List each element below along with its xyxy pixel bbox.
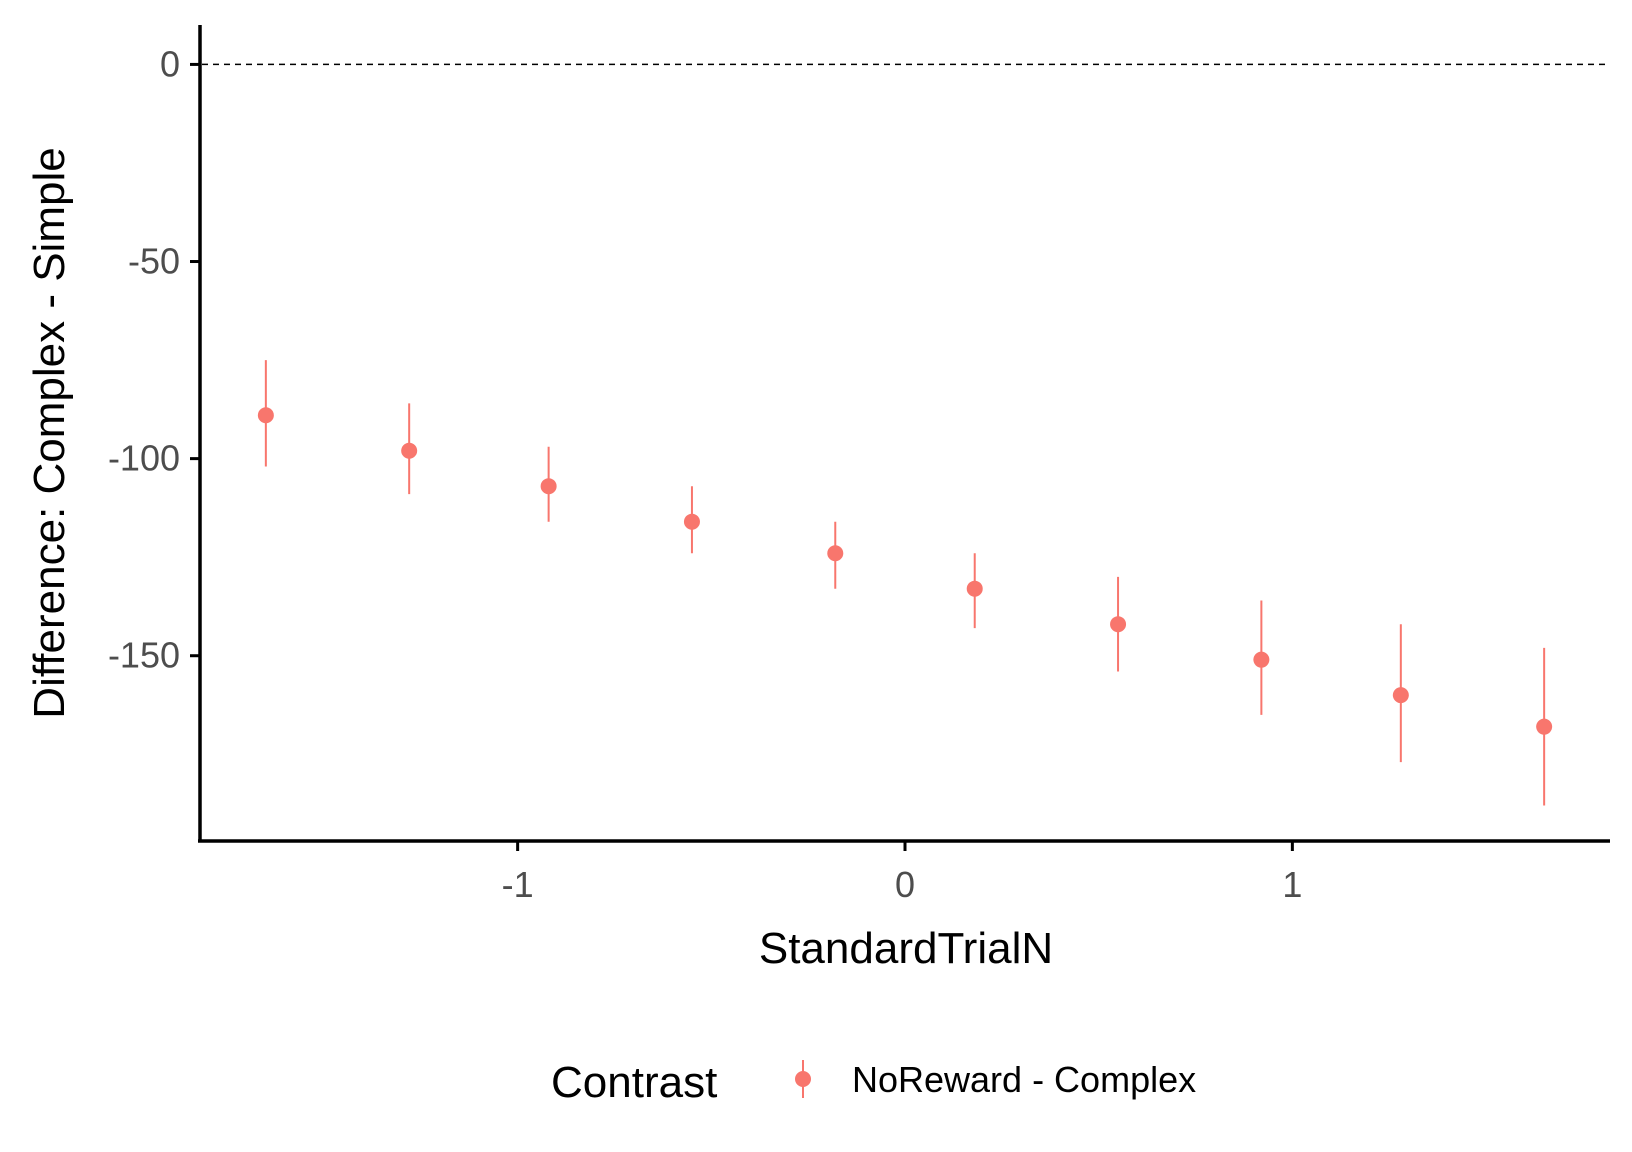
data-point [1253,651,1270,668]
x-axis-title: StandardTrialN [759,924,1053,973]
legend: Contrast NoReward - Complex [551,1058,1196,1107]
x-tick-label: 1 [1282,864,1302,905]
x-tick-label: 0 [895,864,915,905]
data-point [683,513,700,530]
y-tick-label: -100 [108,438,180,479]
data-marks [257,360,1553,806]
legend-key-point [795,1071,811,1087]
data-point [1110,616,1127,633]
data-point [257,407,274,424]
data-point [1536,718,1553,735]
y-tick-label: 0 [160,43,180,84]
y-tick-label: -150 [108,635,180,676]
x-axis-ticks: -1 0 1 [502,841,1302,905]
y-tick-label: -50 [128,241,180,282]
plot-area: 0 -50 -100 -150 -1 0 1 [108,25,1610,905]
legend-label: NoReward - Complex [852,1059,1196,1100]
legend-key [795,1060,811,1098]
data-point [540,478,557,495]
y-axis-title: Difference: Complex - Simple [25,147,74,718]
data-point [1392,687,1409,704]
y-axis-ticks: 0 -50 -100 -150 [108,43,200,676]
data-point [966,580,983,597]
data-point [827,545,844,562]
data-point [401,442,418,459]
legend-title: Contrast [551,1058,717,1107]
x-tick-label: -1 [502,864,534,905]
